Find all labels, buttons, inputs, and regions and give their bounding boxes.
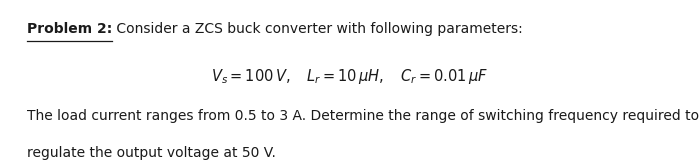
Text: Problem 2:: Problem 2: — [27, 22, 112, 36]
Text: Consider a ZCS buck converter with following parameters:: Consider a ZCS buck converter with follo… — [112, 22, 523, 36]
Text: The load current ranges from 0.5 to 3 A. Determine the range of switching freque: The load current ranges from 0.5 to 3 A.… — [27, 109, 699, 123]
Text: $V_s = 100\,V,\quad L_r = 10\,\mu H,\quad C_r = 0.01\,\mu F$: $V_s = 100\,V,\quad L_r = 10\,\mu H,\qua… — [211, 67, 489, 86]
Text: regulate the output voltage at 50 V.: regulate the output voltage at 50 V. — [27, 146, 276, 160]
